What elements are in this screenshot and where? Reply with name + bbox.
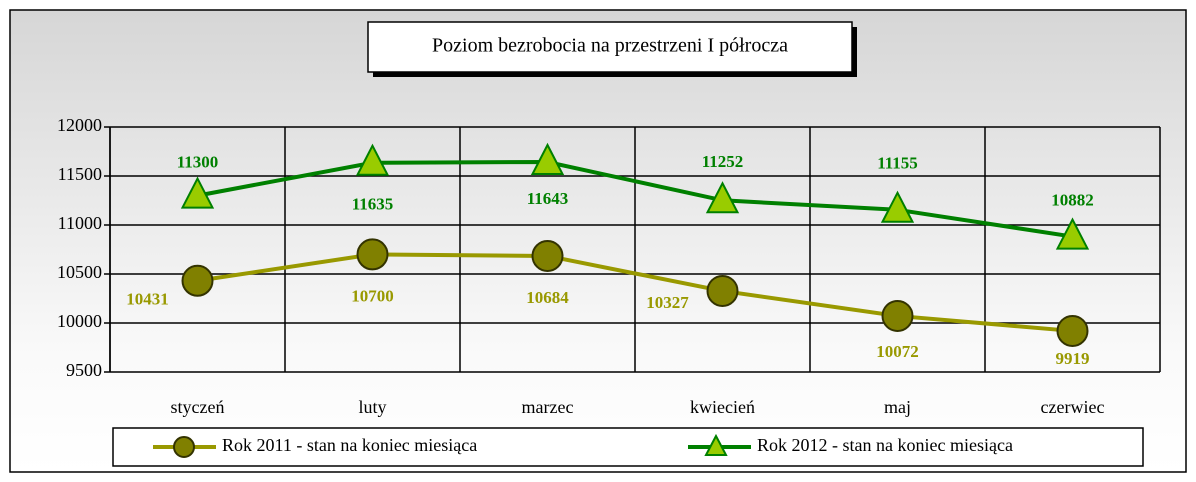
y-tick-label: 12000 xyxy=(57,115,102,135)
value-label: 10431 xyxy=(126,290,169,309)
marker xyxy=(880,190,915,223)
chart-title: Poziom bezrobocia na przestrzeni I półro… xyxy=(432,35,788,57)
value-label: 11300 xyxy=(177,153,219,172)
marker xyxy=(530,142,565,175)
chart-frame xyxy=(9,9,1187,473)
y-tick-label: 11500 xyxy=(58,164,102,184)
value-label: 10882 xyxy=(1051,190,1094,209)
legend-marker xyxy=(173,436,195,458)
legend-marker xyxy=(704,433,728,456)
y-tick-label: 11000 xyxy=(58,213,102,233)
marker xyxy=(705,181,740,214)
x-tick-label: maj xyxy=(884,397,911,417)
x-tick-label: kwiecień xyxy=(690,397,755,417)
value-label: 10684 xyxy=(526,288,569,307)
value-label: 11635 xyxy=(352,195,394,214)
x-tick-label: czerwiec xyxy=(1041,397,1105,417)
value-label: 10072 xyxy=(876,342,919,361)
value-label: 9919 xyxy=(1056,349,1090,368)
x-tick-label: luty xyxy=(358,397,386,417)
y-tick-label: 10000 xyxy=(57,311,102,331)
legend-label: Rok 2011 - stan na koniec miesiąca xyxy=(222,435,477,455)
marker xyxy=(531,239,564,272)
marker xyxy=(1056,314,1089,347)
value-label: 10700 xyxy=(351,286,394,305)
marker xyxy=(881,299,914,332)
legend-label: Rok 2012 - stan na koniec miesiąca xyxy=(757,435,1013,455)
value-label: 11252 xyxy=(702,152,744,171)
marker xyxy=(1055,217,1090,250)
y-tick-label: 9500 xyxy=(66,360,102,380)
series-line xyxy=(197,159,1073,239)
marker xyxy=(181,264,214,297)
title-box xyxy=(367,21,853,73)
series-line xyxy=(197,252,1073,333)
value-label: 11155 xyxy=(877,154,918,173)
value-label: 11643 xyxy=(527,189,569,208)
value-label: 10327 xyxy=(646,293,689,312)
legend xyxy=(112,427,1144,467)
marker xyxy=(356,238,389,271)
marker xyxy=(355,143,390,176)
x-tick-label: marzec xyxy=(522,397,574,417)
y-tick-label: 10500 xyxy=(57,262,102,282)
marker xyxy=(706,274,739,307)
marker xyxy=(180,176,215,209)
x-tick-label: styczeń xyxy=(171,397,225,417)
